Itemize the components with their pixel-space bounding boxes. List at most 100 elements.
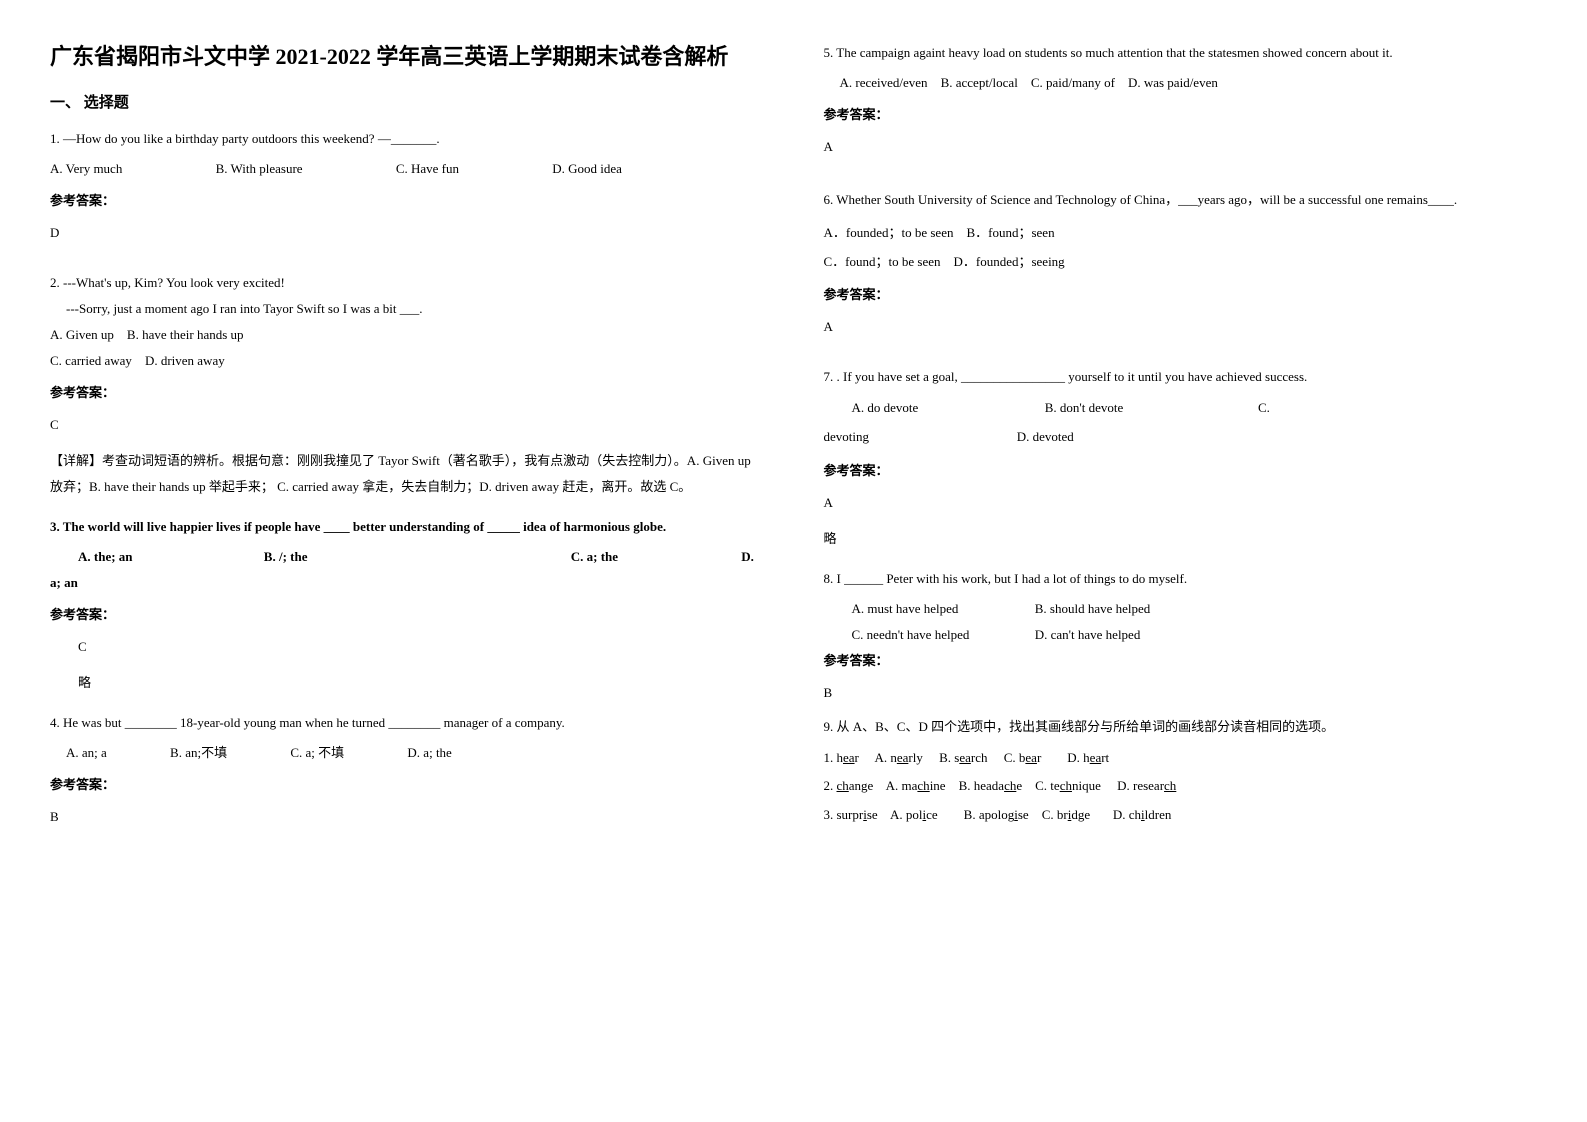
q4-optA: A. an; a (66, 740, 107, 766)
q1-answer-label: 参考答案： (50, 188, 764, 214)
q9-line1: 1. hear A. nearly B. search C. bear D. h… (824, 744, 1538, 773)
q9-l1-optB: B. search (939, 750, 987, 765)
q9-l3-optC: C. bridge (1042, 807, 1090, 822)
q9-l3-optA: A. police (890, 807, 938, 822)
q7-optC-prefix: C. (1258, 394, 1270, 423)
q4-options: A. an; a B. an;不填 C. a; 不填 D. a; the (66, 740, 764, 766)
q7-optA: A. do devote (852, 394, 1042, 423)
q5-answer: A (824, 134, 1538, 160)
q7-note: 略 (824, 526, 1538, 552)
q2-optA: A. Given up (50, 327, 114, 342)
q4-stem: 4. He was but ________ 18-year-old young… (50, 710, 764, 736)
q1-stem: 1. —How do you like a birthday party out… (50, 126, 764, 152)
q8-options-row1: A. must have helped B. should have helpe… (852, 596, 1538, 622)
q3-optA: A. the; an (78, 549, 133, 564)
q2-optD: D. driven away (145, 353, 225, 368)
q3-stem: 3. The world will live happier lives if … (50, 514, 764, 540)
page-title: 广东省揭阳市斗文中学 2021-2022 学年高三英语上学期期末试卷含解析 (50, 40, 764, 73)
left-column: 广东省揭阳市斗文中学 2021-2022 学年高三英语上学期期末试卷含解析 一、… (50, 40, 764, 1082)
q6-answer-label: 参考答案： (824, 282, 1538, 308)
q9-l3-word: 3. surprise (824, 807, 878, 822)
q8-optB: B. should have helped (1035, 601, 1151, 616)
q2-line1: 2. ---What's up, Kim? You look very exci… (50, 270, 764, 296)
q5-optB: B. accept/local (941, 75, 1018, 90)
q3-optC: C. a; the (571, 549, 618, 564)
q9-l1-optD: D. heart (1067, 750, 1109, 765)
q5-optD: D. was paid/even (1128, 75, 1218, 90)
question-5: 5. The campaign againt heavy load on stu… (824, 40, 1538, 170)
q4-optC: C. a; 不填 (290, 740, 344, 766)
q7-stem: 7. . If you have set a goal, ___________… (824, 364, 1538, 390)
q1-optC: C. Have fun (396, 156, 459, 182)
q1-answer: D (50, 220, 764, 246)
section-header: 一、 选择题 (50, 91, 764, 112)
q2-optC: C. carried away (50, 353, 132, 368)
q9-l2-optA: A. machine (886, 778, 946, 793)
q8-answer: B (824, 680, 1538, 706)
question-3: 3. The world will live happier lives if … (50, 514, 764, 696)
q8-options-row2: C. needn't have helped D. can't have hel… (852, 622, 1538, 648)
q2-optB: B. have their hands up (127, 327, 244, 342)
q1-optA: A. Very much (50, 156, 122, 182)
q2-options-row1: A. Given up B. have their hands up (50, 322, 764, 348)
q7-optD: D. devoted (1017, 423, 1074, 452)
q9-l2-optC: C. technique (1035, 778, 1101, 793)
q7-optB: B. don't devote (1045, 394, 1255, 423)
q7-answer: A (824, 490, 1538, 516)
q4-answer-label: 参考答案： (50, 772, 764, 798)
q7-optC: devoting (824, 423, 1014, 452)
q3-answer-label: 参考答案： (50, 602, 764, 628)
q2-answer: C (50, 412, 764, 438)
q5-optC: C. paid/many of (1031, 75, 1115, 90)
q9-stem: 9. 从 A、B、C、D 四个选项中，找出其画线部分与所给单词的画线部分读音相同… (824, 714, 1538, 740)
q6-optA: A．founded；to be seen (824, 225, 954, 240)
q2-answer-label: 参考答案： (50, 380, 764, 406)
question-9: 9. 从 A、B、C、D 四个选项中，找出其画线部分与所给单词的画线部分读音相同… (824, 714, 1538, 830)
question-1: 1. —How do you like a birthday party out… (50, 126, 764, 256)
q9-l1-word: 1. hear (824, 750, 859, 765)
q1-optD: D. Good idea (552, 156, 622, 182)
q4-answer: B (50, 804, 764, 830)
q6-optB: B．found；seen (966, 225, 1054, 240)
question-2: 2. ---What's up, Kim? You look very exci… (50, 270, 764, 500)
q2-explain: 【详解】考查动词短语的辨析。根据句意：刚刚我撞见了 Tayor Swift（著名… (50, 448, 764, 500)
q8-optC: C. needn't have helped (852, 622, 1032, 648)
q9-l2-optB: B. headache (959, 778, 1023, 793)
q5-options: A. received/even B. accept/local C. paid… (840, 70, 1538, 96)
q1-optB: B. With pleasure (216, 156, 303, 182)
q8-stem: 8. I ______ Peter with his work, but I h… (824, 566, 1538, 592)
q6-options-row1: A．founded；to be seen B．found；seen (824, 219, 1538, 248)
q5-answer-label: 参考答案： (824, 102, 1538, 128)
q3-note: 略 (78, 670, 764, 696)
q6-answer: A (824, 314, 1538, 340)
q8-optD: D. can't have helped (1035, 627, 1141, 642)
q7-options: A. do devote B. don't devote C. devoting… (824, 394, 1538, 451)
q6-stem: 6. Whether South University of Science a… (824, 184, 1538, 215)
question-6: 6. Whether South University of Science a… (824, 184, 1538, 350)
question-8: 8. I ______ Peter with his work, but I h… (824, 566, 1538, 708)
q7-answer-label: 参考答案： (824, 458, 1538, 484)
q8-answer-label: 参考答案： (824, 648, 1538, 674)
q8-optA: A. must have helped (852, 596, 1032, 622)
q2-line2: ---Sorry, just a moment ago I ran into T… (66, 296, 764, 322)
q4-optD: D. a; the (407, 740, 451, 766)
q9-l1-optC: C. bear (1004, 750, 1042, 765)
q3-optD: D. a; an (50, 549, 754, 590)
q9-l2-word: 2. change (824, 778, 874, 793)
q3-answer: C (78, 634, 764, 660)
q3-options: A. the; an B. /; the C. a; the D. a; an (50, 544, 764, 596)
question-4: 4. He was but ________ 18-year-old young… (50, 710, 764, 840)
q6-optC: C．found；to be seen (824, 254, 941, 269)
q3-optB: B. /; the (264, 549, 308, 564)
q9-line2: 2. change A. machine B. headache C. tech… (824, 772, 1538, 801)
q9-l3-optB: B. apologise (964, 807, 1029, 822)
right-column: 5. The campaign againt heavy load on stu… (824, 40, 1538, 1082)
q1-options: A. Very much B. With pleasure C. Have fu… (50, 156, 764, 182)
q5-stem: 5. The campaign againt heavy load on stu… (824, 40, 1538, 66)
q2-options-row2: C. carried away D. driven away (50, 348, 764, 374)
q6-options-row2: C．found；to be seen D．founded；seeing (824, 248, 1538, 277)
q9-l1-optA: A. nearly (874, 750, 922, 765)
q9-l3-optD: D. children (1113, 807, 1172, 822)
q6-optD: D．founded；seeing (953, 254, 1064, 269)
q4-optB: B. an;不填 (170, 740, 227, 766)
